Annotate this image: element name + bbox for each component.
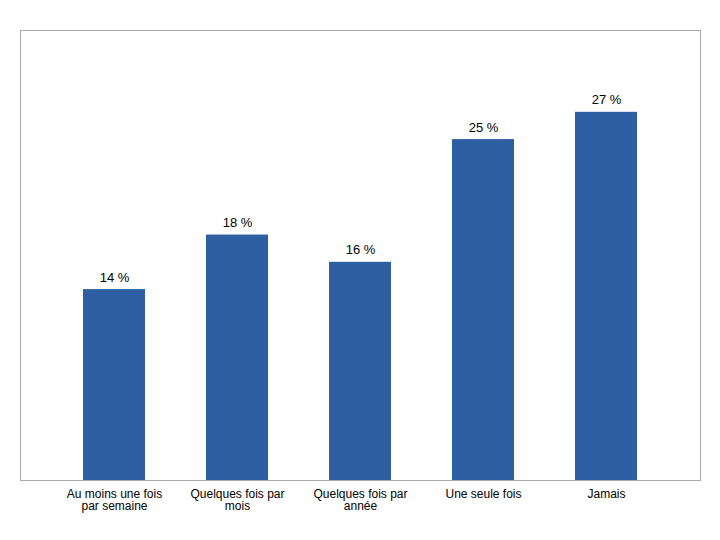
svg-text:Quelques fois parmois: Quelques fois parmois — [190, 487, 284, 513]
svg-text:Une seule fois: Une seule fois — [445, 487, 521, 501]
svg-text:Quelques fois parannée: Quelques fois parannée — [313, 487, 407, 513]
svg-text:27 %: 27 % — [592, 92, 622, 107]
svg-text:25 %: 25 % — [469, 120, 499, 135]
svg-text:14 %: 14 % — [100, 270, 130, 285]
svg-text:Au moins une foispar semaine: Au moins une foispar semaine — [67, 487, 162, 513]
svg-text:16 %: 16 % — [346, 242, 376, 257]
svg-text:Jamais: Jamais — [587, 487, 625, 501]
svg-text:18 %: 18 % — [223, 215, 253, 230]
